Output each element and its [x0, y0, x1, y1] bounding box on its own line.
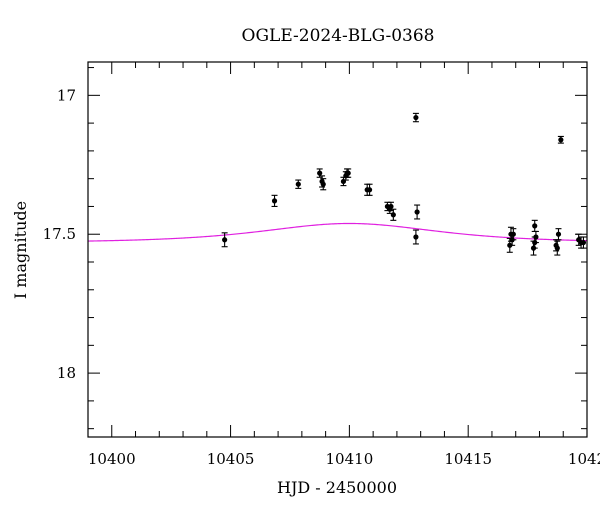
tick-labels: 10400 10405 10410 10415 1042 17 17.5 18: [43, 86, 600, 468]
data-marker: [388, 203, 394, 210]
data-point: [557, 135, 564, 144]
data-point: [555, 228, 562, 241]
data-point: [532, 230, 539, 244]
data-marker: [510, 231, 516, 237]
data-marker: [533, 234, 539, 240]
y-tick-label: 17.5: [43, 225, 76, 243]
data-marker: [413, 114, 419, 121]
data-marker: [532, 223, 538, 229]
y-axis-label: I magnitude: [11, 201, 30, 299]
data-marker: [413, 234, 419, 240]
data-marker: [580, 239, 587, 246]
x-tick-label: 1042: [568, 450, 600, 468]
y-tick-label: 17: [57, 86, 76, 104]
x-tick-label: 10415: [444, 450, 492, 468]
data-point: [412, 229, 419, 245]
data-point: [510, 228, 517, 241]
data-point: [554, 240, 561, 256]
x-tick-label: 10405: [207, 450, 255, 468]
data-point: [414, 204, 421, 220]
x-axis-label: HJD - 2450000: [277, 478, 397, 497]
axis-ticks: [87, 62, 588, 437]
data-point: [320, 178, 327, 191]
data-point: [412, 112, 419, 123]
data-marker: [414, 209, 420, 215]
x-tick-label: 10400: [88, 450, 136, 468]
data-marker: [390, 212, 396, 218]
data-point: [390, 208, 397, 221]
data-marker: [366, 187, 373, 193]
chart-title: OGLE-2024-BLG-0368: [242, 26, 435, 46]
data-point: [295, 179, 302, 189]
data-marker: [555, 231, 562, 237]
model-curve: [87, 222, 588, 242]
data-marker: [345, 170, 351, 176]
data-marker: [295, 181, 301, 187]
data-point: [345, 168, 352, 178]
plot-frame: [87, 61, 588, 438]
data-point: [531, 219, 538, 232]
data-marker: [320, 181, 326, 187]
x-tick-label: 10410: [326, 450, 374, 468]
data-marker: [222, 237, 228, 243]
data-point: [221, 232, 228, 248]
y-tick-label: 18: [57, 364, 76, 382]
data-marker: [317, 170, 323, 176]
data-marker: [558, 137, 564, 143]
data-point: [271, 194, 278, 207]
data-marker: [554, 245, 560, 251]
data-point: [366, 183, 373, 196]
data-marker: [271, 198, 278, 204]
data-points: [221, 112, 587, 256]
data-point: [580, 236, 587, 249]
